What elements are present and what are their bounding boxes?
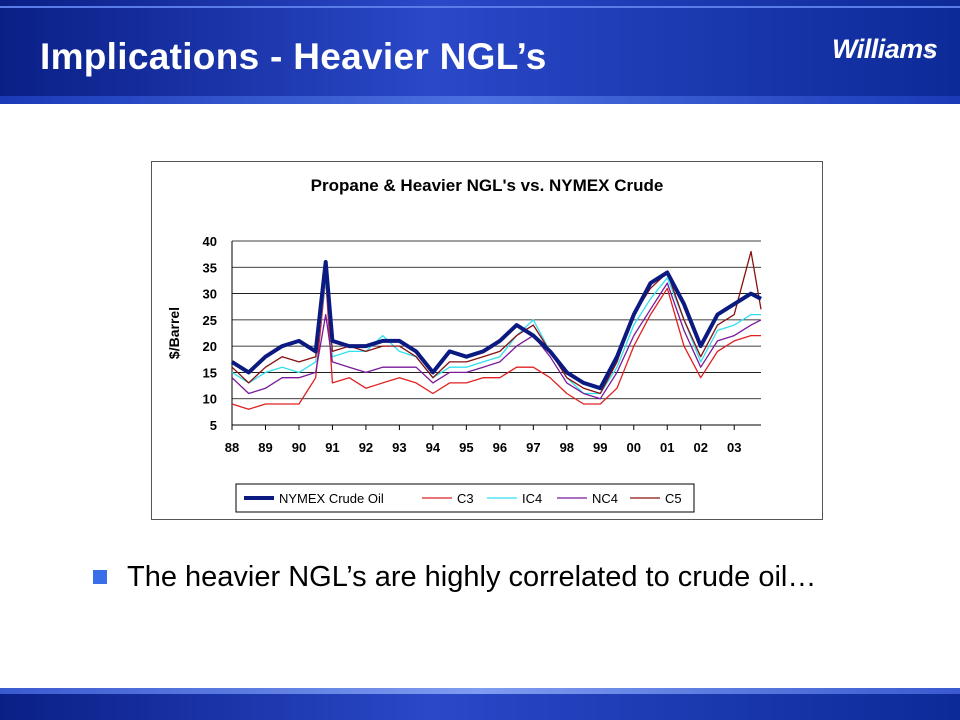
y-tick-label: 30 — [203, 287, 217, 302]
x-tick-label: 99 — [593, 440, 607, 455]
slide-title: Implications - Heavier NGL’s — [40, 36, 547, 77]
x-tick-label: 91 — [325, 440, 339, 455]
x-tick-label: 88 — [225, 440, 239, 455]
x-tick-label: 00 — [627, 440, 641, 455]
bullet-square-icon — [93, 570, 107, 584]
legend-label: NC4 — [592, 491, 618, 506]
x-tick-label: 01 — [660, 440, 674, 455]
x-tick-label: 92 — [359, 440, 373, 455]
chart-frame: Propane & Heavier NGL's vs. NYMEX Crude 5… — [151, 161, 823, 520]
x-tick-label: 98 — [560, 440, 574, 455]
series-line-nymex-crude-oil — [230, 260, 762, 391]
y-tick-label: 40 — [203, 234, 217, 249]
x-tick-label: 90 — [292, 440, 306, 455]
title-bar-underline — [0, 96, 960, 104]
williams-logo: Williams — [832, 34, 938, 64]
y-tick-label: 35 — [203, 260, 217, 275]
series-line-nc4 — [231, 282, 762, 400]
series-line-c3 — [231, 277, 761, 410]
footer-bar — [0, 688, 960, 720]
legend-label: NYMEX Crude Oil — [279, 491, 384, 506]
x-tick-label: 02 — [693, 440, 707, 455]
x-tick-label: 03 — [727, 440, 741, 455]
x-tick-label: 96 — [493, 440, 507, 455]
legend-label: C3 — [457, 491, 474, 506]
x-tick-label: 95 — [459, 440, 473, 455]
y-tick-label: 20 — [203, 339, 217, 354]
legend-box — [235, 483, 695, 513]
legend-label: C5 — [665, 491, 682, 506]
chart-title: Propane & Heavier NGL's vs. NYMEX Crude — [311, 176, 664, 195]
x-tick-label: 89 — [258, 440, 272, 455]
bullet-text: The heavier NGL’s are highly correlated … — [127, 561, 817, 593]
legend-label: IC4 — [522, 491, 542, 506]
x-tick-label: 97 — [526, 440, 540, 455]
y-tick-label: 25 — [203, 313, 217, 328]
footer-bar-stripe — [0, 688, 960, 694]
x-tick-label: 94 — [426, 440, 441, 455]
title-bar — [0, 0, 960, 104]
title-bar-stripe — [0, 6, 960, 8]
y-axis-label: $/Barrel — [166, 307, 182, 359]
registered-mark: ® — [926, 46, 933, 56]
y-tick-label: 10 — [203, 392, 217, 407]
x-tick-label: 93 — [392, 440, 406, 455]
line-chart: Propane & Heavier NGL's vs. NYMEX Crude 5… — [166, 176, 762, 513]
y-tick-label: 5 — [210, 418, 217, 433]
y-tick-label: 15 — [203, 365, 217, 380]
